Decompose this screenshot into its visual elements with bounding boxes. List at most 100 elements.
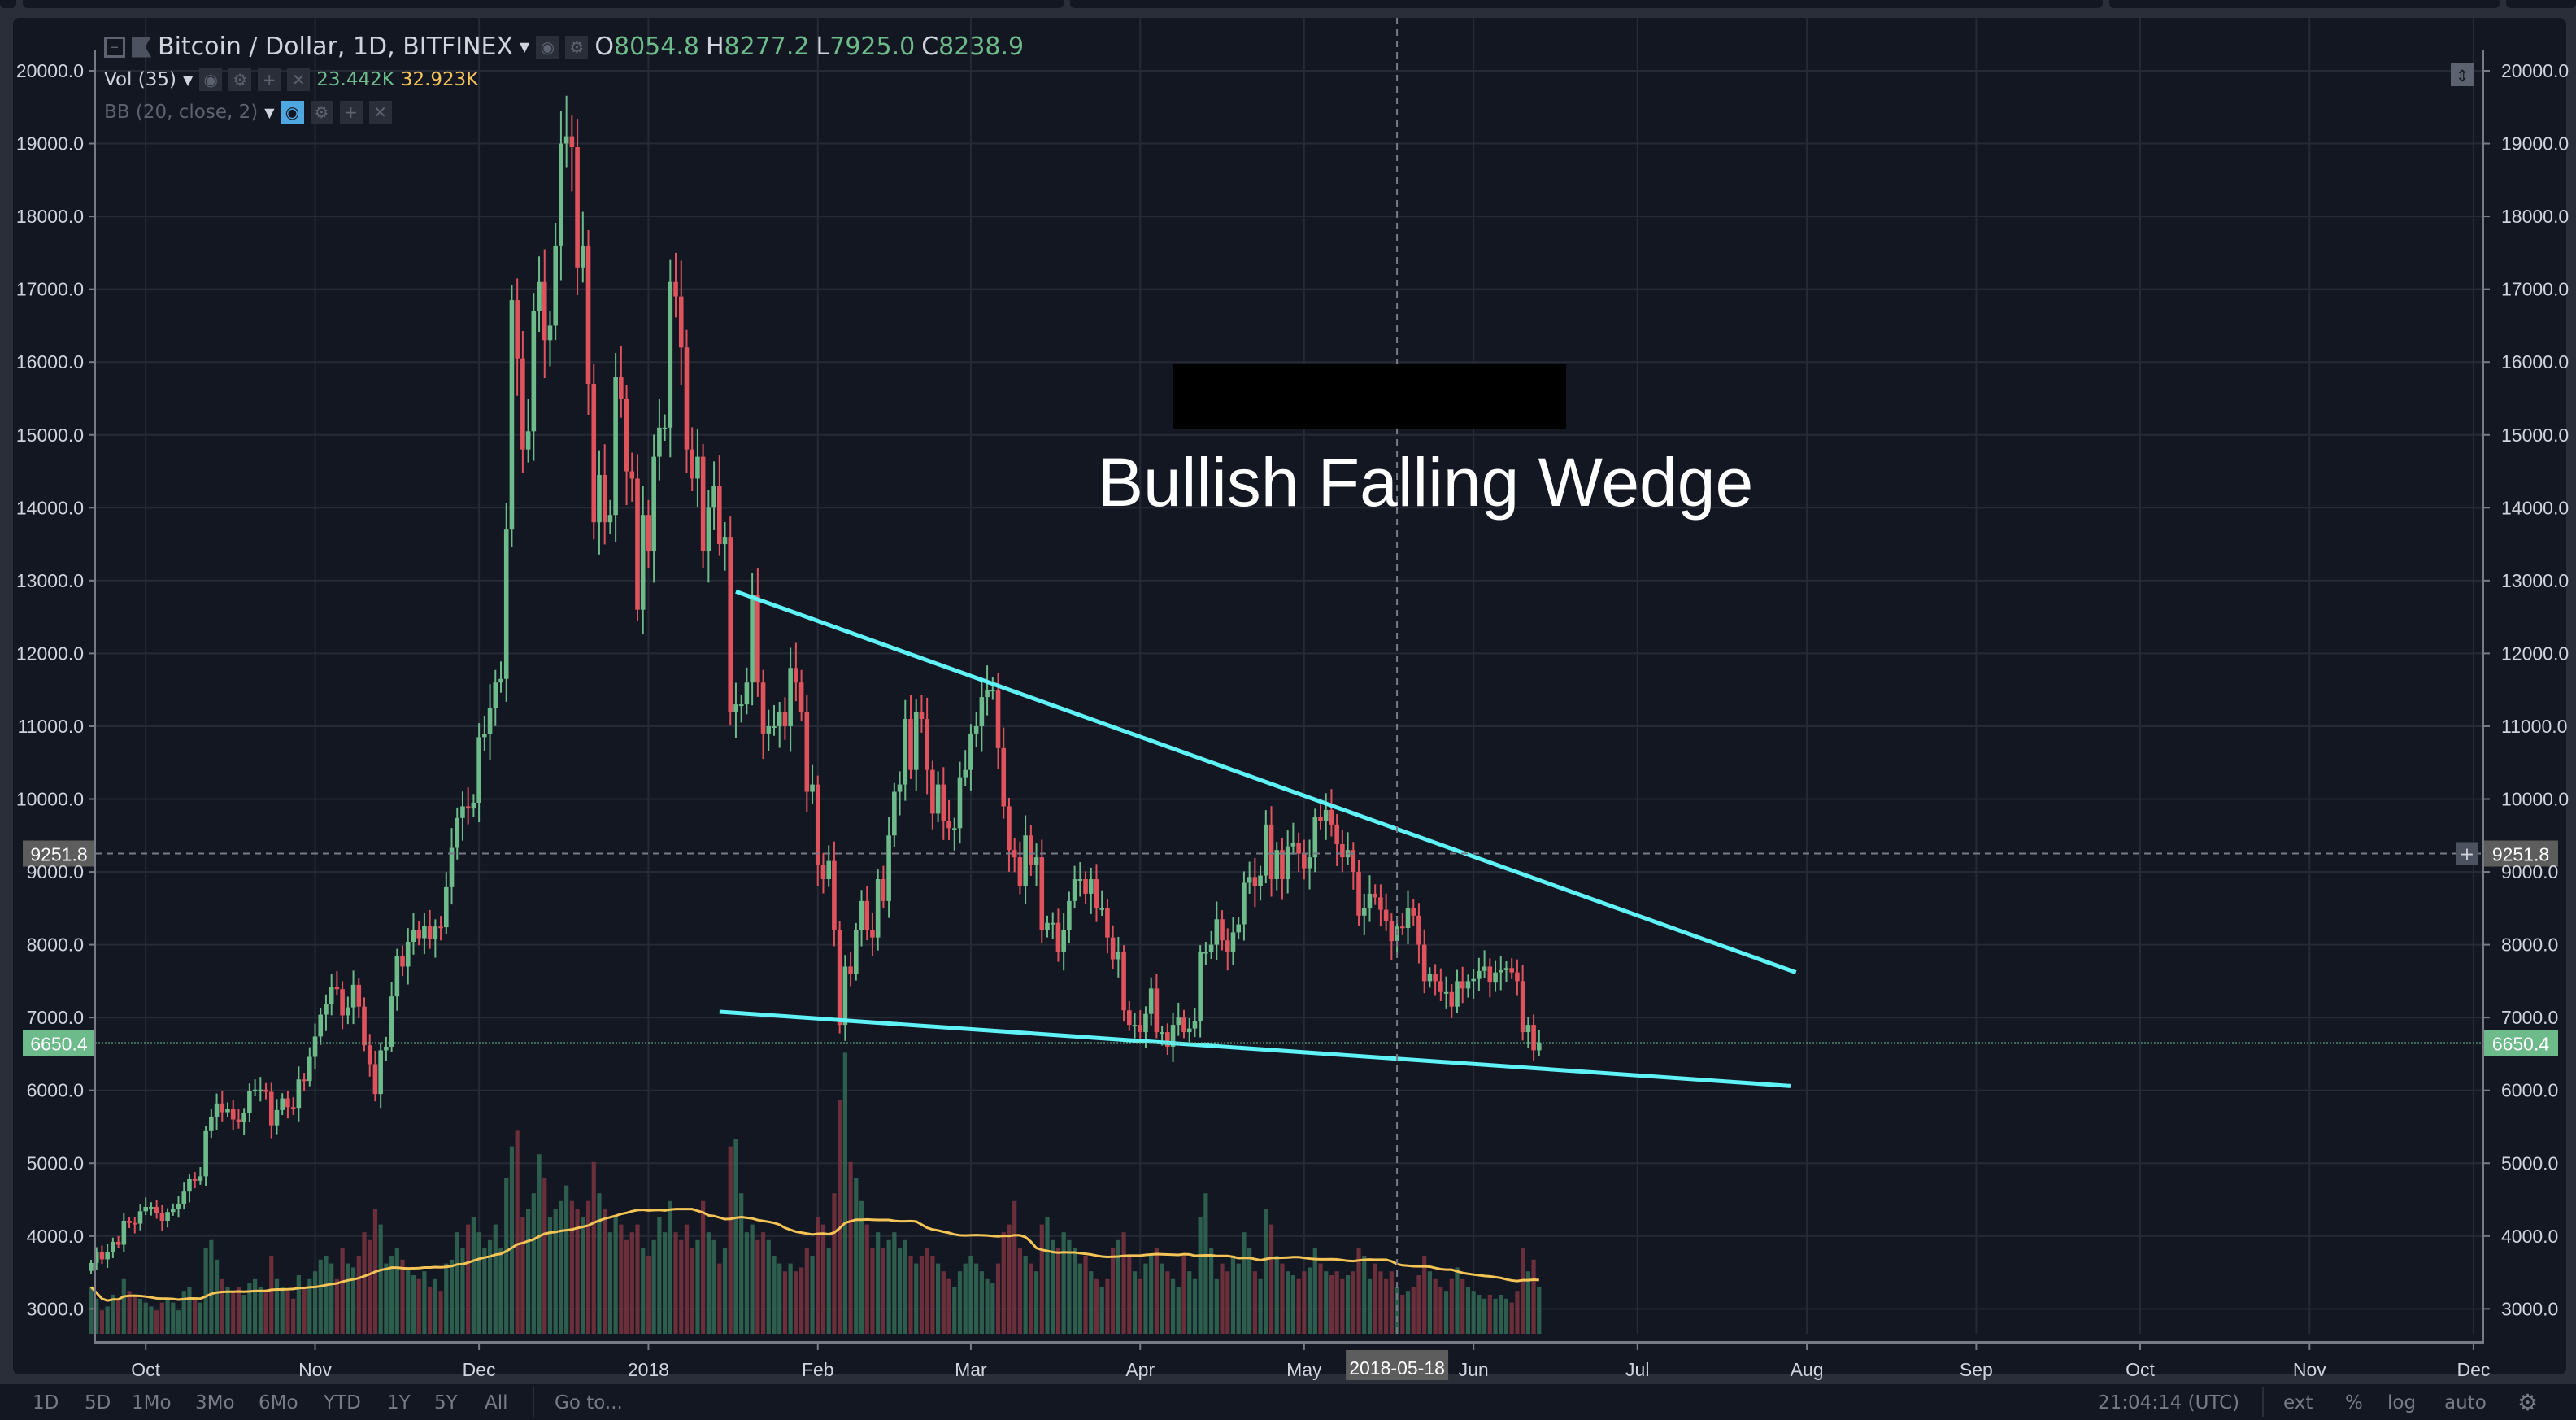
candle: [930, 760, 935, 830]
candle: [225, 1102, 230, 1117]
candle: [274, 1099, 280, 1135]
eye-icon[interactable]: ◉: [281, 101, 304, 124]
volume-bar: [903, 1239, 907, 1334]
close-icon[interactable]: ✕: [287, 68, 311, 91]
range-6mo[interactable]: 6Mo: [259, 1392, 298, 1413]
price-tick-label: 4000.0: [2501, 1226, 2558, 1247]
candle: [875, 869, 881, 951]
candle-body: [1165, 1032, 1170, 1047]
candle: [1176, 1002, 1181, 1036]
add-alert-button[interactable]: [2456, 842, 2478, 865]
bb-indicator-name[interactable]: BB (20, close, 2): [104, 102, 259, 123]
volume-bar: [925, 1248, 929, 1334]
plus-icon[interactable]: +: [2460, 845, 2474, 865]
symbol-title[interactable]: Bitcoin / Dollar, 1D, BITFINEX: [158, 33, 514, 61]
candle-body: [575, 147, 580, 268]
candle: [1208, 930, 1214, 960]
candle: [782, 697, 788, 740]
candle-body: [810, 784, 815, 792]
candle: [487, 684, 493, 760]
option-percent[interactable]: %: [2345, 1392, 2363, 1413]
range-5d[interactable]: 5D: [85, 1392, 111, 1413]
volume-indicator-name[interactable]: Vol (35): [104, 69, 176, 90]
candle-body: [1443, 991, 1449, 994]
candle-body: [94, 1252, 99, 1263]
chevron-down-icon[interactable]: ▼: [182, 72, 194, 88]
gear-icon[interactable]: ⚙: [228, 68, 252, 91]
close-icon[interactable]: ✕: [368, 101, 392, 124]
eye-icon[interactable]: ◉: [536, 35, 559, 59]
price-tick-label: 17000.0: [16, 279, 84, 300]
volume-bar: [646, 1256, 651, 1334]
clock: 21:04:14 (UTC): [2098, 1392, 2240, 1413]
candle-body: [1334, 824, 1339, 845]
gear-icon[interactable]: ⚙: [2517, 1389, 2539, 1416]
range-all[interactable]: All: [485, 1392, 508, 1413]
scale-toggle-button[interactable]: [2451, 63, 2474, 86]
option-ext[interactable]: ext: [2283, 1392, 2313, 1413]
volume-bar: [1007, 1224, 1012, 1334]
candle-body: [438, 926, 443, 929]
candle: [1498, 955, 1503, 991]
wedge-trendline[interactable]: [735, 589, 1797, 974]
candle-body: [897, 784, 903, 792]
candle-body: [1258, 875, 1263, 886]
candle: [242, 1108, 246, 1135]
eye-icon[interactable]: ◉: [199, 68, 223, 91]
collapse-arrows-icon[interactable]: ⇕: [2456, 66, 2469, 85]
candle: [1515, 959, 1520, 996]
option-auto[interactable]: auto: [2444, 1392, 2487, 1413]
symbol-legend: – Bitcoin / Dollar, 1D, BITFINEX ▼ ◉ ⚙ O…: [104, 33, 1024, 61]
volume-bar: [750, 1224, 755, 1334]
candle: [433, 919, 438, 958]
candle-body: [711, 486, 716, 508]
candle-body: [515, 300, 520, 359]
price-tick-label: 14000.0: [2501, 497, 2569, 518]
high-value: 8277.2: [724, 33, 810, 61]
range-ytd[interactable]: YTD: [324, 1392, 361, 1413]
candle-body: [1323, 809, 1329, 821]
volume-bar: [1252, 1271, 1257, 1334]
plus-icon[interactable]: +: [339, 101, 363, 124]
candle-body: [624, 398, 629, 472]
plus-icon[interactable]: +: [258, 68, 281, 91]
volume-bar: [171, 1302, 176, 1334]
candle-body: [1296, 843, 1301, 854]
gear-icon[interactable]: ⚙: [310, 101, 333, 124]
range-1mo[interactable]: 1Mo: [132, 1392, 172, 1413]
gear-icon[interactable]: ⚙: [565, 35, 589, 59]
volume-bar: [1389, 1271, 1394, 1334]
range-1y[interactable]: 1Y: [387, 1392, 411, 1413]
candle: [700, 443, 706, 568]
candle: [968, 724, 973, 791]
flag-icon[interactable]: [132, 36, 151, 58]
candle-body: [1373, 893, 1377, 898]
candle-body: [1208, 944, 1214, 952]
candle-body: [629, 471, 635, 479]
goto-button[interactable]: Go to...: [555, 1392, 623, 1413]
volume-bar: [985, 1278, 990, 1334]
range-1d[interactable]: 1D: [33, 1392, 59, 1413]
candle-body: [372, 1064, 378, 1095]
price-tick-label: 7000.0: [2501, 1007, 2558, 1028]
volume-bar: [782, 1271, 788, 1334]
wedge-trendline[interactable]: [719, 1009, 1791, 1088]
candle: [892, 782, 897, 847]
option-log[interactable]: log: [2387, 1392, 2417, 1413]
candle: [1520, 965, 1525, 1041]
range-3mo[interactable]: 3Mo: [195, 1392, 235, 1413]
candle-body: [198, 1176, 203, 1181]
volume-bar: [346, 1263, 350, 1334]
price-tick-label: 16000.0: [2501, 351, 2569, 372]
chevron-down-icon[interactable]: ▼: [520, 39, 530, 54]
candle: [1531, 1014, 1536, 1061]
collapse-icon[interactable]: –: [104, 36, 125, 58]
range-5y[interactable]: 5Y: [434, 1392, 458, 1413]
chevron-down-icon[interactable]: ▼: [264, 104, 275, 120]
volume-bar: [1187, 1271, 1192, 1334]
candle: [384, 1036, 389, 1061]
volume-bar: [1405, 1291, 1411, 1334]
volume-bar: [564, 1185, 569, 1334]
volume-bar: [127, 1291, 132, 1334]
